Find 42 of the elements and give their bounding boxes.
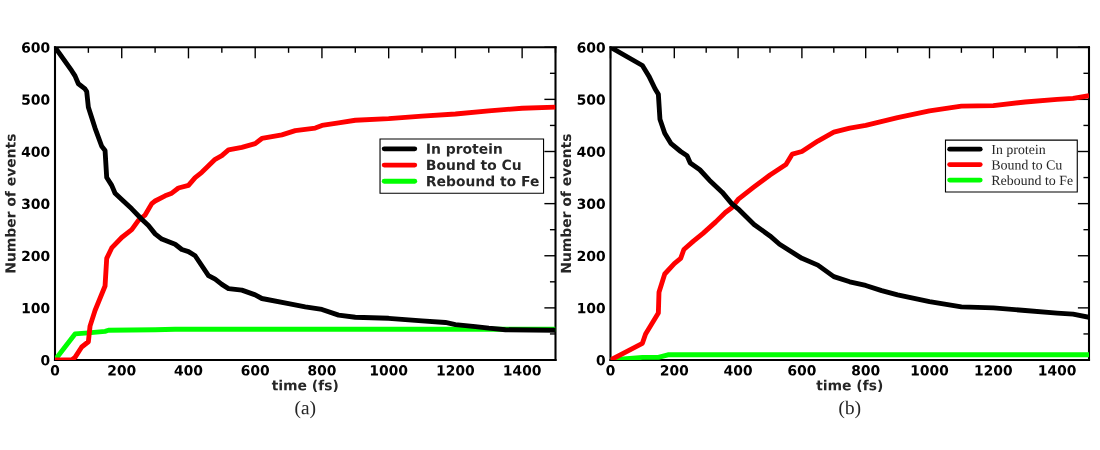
x-axis-title: time (fs) [271, 379, 338, 393]
legend-label: Bound to Cu [427, 159, 521, 171]
y-tick-label: 300 [22, 198, 50, 210]
x-tick-label: 1000 [911, 365, 949, 376]
legend-label: In protein [427, 143, 502, 157]
y-tick-label: 200 [22, 250, 50, 262]
y-tick-label: 500 [577, 94, 605, 105]
legend-label: Rebound to Fe [991, 175, 1073, 186]
y-tick-label: 600 [22, 42, 50, 53]
y-tick-label: 0 [41, 354, 50, 366]
y-tick-label: 300 [577, 198, 605, 210]
y-tick-label: 200 [577, 250, 605, 262]
y-tick-label: 400 [577, 146, 605, 157]
x-tick-label: 0 [50, 365, 60, 376]
text: (b) [839, 400, 861, 419]
x-tick-label: 800 [308, 365, 336, 376]
x-tick-label: 200 [108, 365, 136, 376]
legend-label: Rebound to Fe [427, 175, 539, 187]
text: (a) [295, 400, 316, 419]
y-tick-label: 600 [577, 42, 605, 53]
x-tick-label: 600 [788, 365, 816, 376]
x-tick-label: 400 [724, 365, 752, 376]
x-tick-label: 1200 [437, 365, 475, 376]
x-tick-label: 200 [660, 365, 689, 376]
x-tick-label: 1000 [370, 365, 408, 376]
y-tick-label: 400 [21, 146, 50, 157]
legend-label: Bound to Cu [991, 159, 1063, 170]
x-tick-label: 600 [241, 365, 270, 376]
x-tick-label: 800 [852, 365, 880, 376]
y-tick-label: 500 [22, 94, 50, 105]
x-tick-label: 1400 [1039, 365, 1076, 376]
x-axis-title: time (fs) [816, 379, 883, 393]
y-tick-label: 100 [578, 302, 605, 314]
y-axis-title: Number of events [560, 134, 572, 273]
y-tick-label: 100 [22, 302, 50, 314]
y-tick-label: 0 [596, 354, 605, 366]
x-tick-label: 400 [174, 365, 203, 376]
x-tick-label: 0 [606, 365, 615, 376]
x-tick-label: 1200 [975, 365, 1012, 376]
legend-label: In protein [991, 144, 1046, 157]
x-tick-label: 1400 [504, 365, 541, 376]
y-axis-title: Number of events [4, 134, 16, 273]
